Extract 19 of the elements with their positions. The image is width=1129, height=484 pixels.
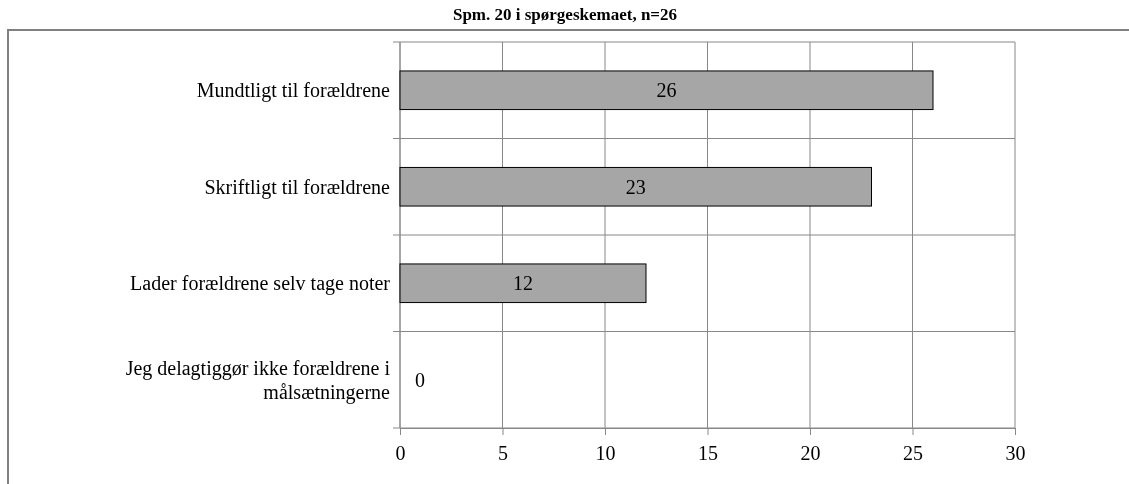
bar: [399, 263, 647, 304]
data-label: 12: [513, 272, 533, 295]
x-tick-label: 30: [1005, 442, 1026, 464]
x-tick-label: 10: [595, 442, 616, 464]
data-label: 0: [415, 368, 425, 391]
x-tick-label: 5: [498, 442, 508, 464]
y-tick-label: Lader forældrene selv tage noter: [130, 272, 391, 296]
bar: [399, 70, 934, 111]
bar: [399, 166, 872, 207]
y-tick-label: Jeg delagtiggør ikke forældrene i målsætningerne: [125, 356, 391, 404]
data-label: 23: [625, 175, 646, 198]
y-tick-label: Mundtligt til forældrene: [196, 79, 391, 103]
x-tick-label: 0: [395, 442, 406, 464]
chart-title: Spm. 20 i spørgeskemaet, n=26: [452, 5, 678, 24]
x-tick-label: 20: [800, 442, 821, 464]
data-label: 26: [656, 79, 677, 102]
x-tick-label: 15: [698, 442, 718, 464]
x-tick-label: 25: [903, 442, 923, 464]
y-tick-label: Skriftligt til forældrene: [204, 175, 391, 199]
